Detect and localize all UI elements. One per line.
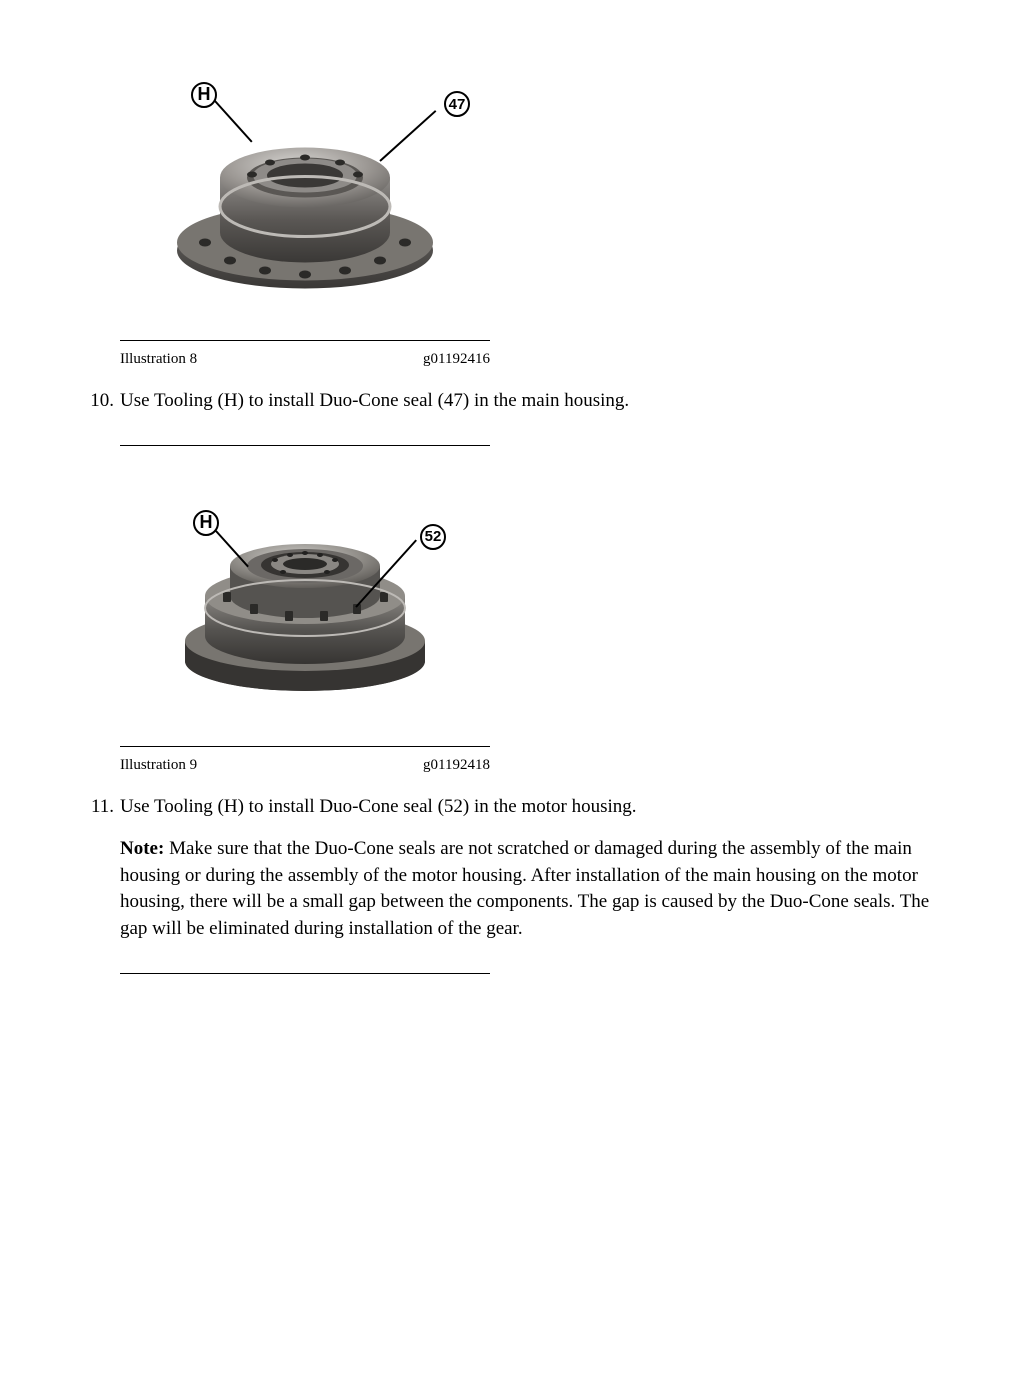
- step-11-number: 11.: [90, 794, 120, 943]
- step-10: 10. Use Tooling (H) to install Duo-Cone …: [80, 388, 944, 415]
- figure-9-caption: Illustration 9 g01192418: [120, 755, 490, 776]
- figure-hr: [120, 340, 490, 341]
- note-label: Note:: [120, 838, 164, 859]
- figure-block-8: H 47 Illustration 8 g01192416: [120, 60, 944, 370]
- main-housing-photo: [170, 103, 440, 298]
- caption-left: Illustration 9: [120, 755, 197, 776]
- step-10-text: Use Tooling (H) to install Duo-Cone seal…: [120, 388, 944, 415]
- figure-hr: [120, 973, 490, 974]
- note-text: Make sure that the Duo-Cone seals are no…: [120, 838, 929, 939]
- step-11-note: Note: Make sure that the Duo-Cone seals …: [120, 836, 944, 942]
- trailing-figure-block: [120, 973, 944, 974]
- callout-47: 47: [444, 91, 470, 117]
- step-11: 11. Use Tooling (H) to install Duo-Cone …: [80, 794, 944, 943]
- callout-52: 52: [420, 524, 446, 550]
- caption-right: g01192418: [423, 755, 490, 776]
- callout-h: H: [191, 82, 217, 108]
- step-10-number: 10.: [90, 388, 120, 415]
- step-11-content: Use Tooling (H) to install Duo-Cone seal…: [120, 794, 944, 943]
- figure-hr: [120, 746, 490, 747]
- illustration-9-image: H 52: [120, 446, 490, 746]
- figure-block-9: H 52 Illustration 9 g01192418: [120, 445, 944, 776]
- step-11-text: Use Tooling (H) to install Duo-Cone seal…: [120, 796, 637, 817]
- figure-8-caption: Illustration 8 g01192416: [120, 349, 490, 370]
- caption-right: g01192416: [423, 349, 490, 370]
- caption-left: Illustration 8: [120, 349, 197, 370]
- illustration-8-image: H 47: [120, 60, 490, 340]
